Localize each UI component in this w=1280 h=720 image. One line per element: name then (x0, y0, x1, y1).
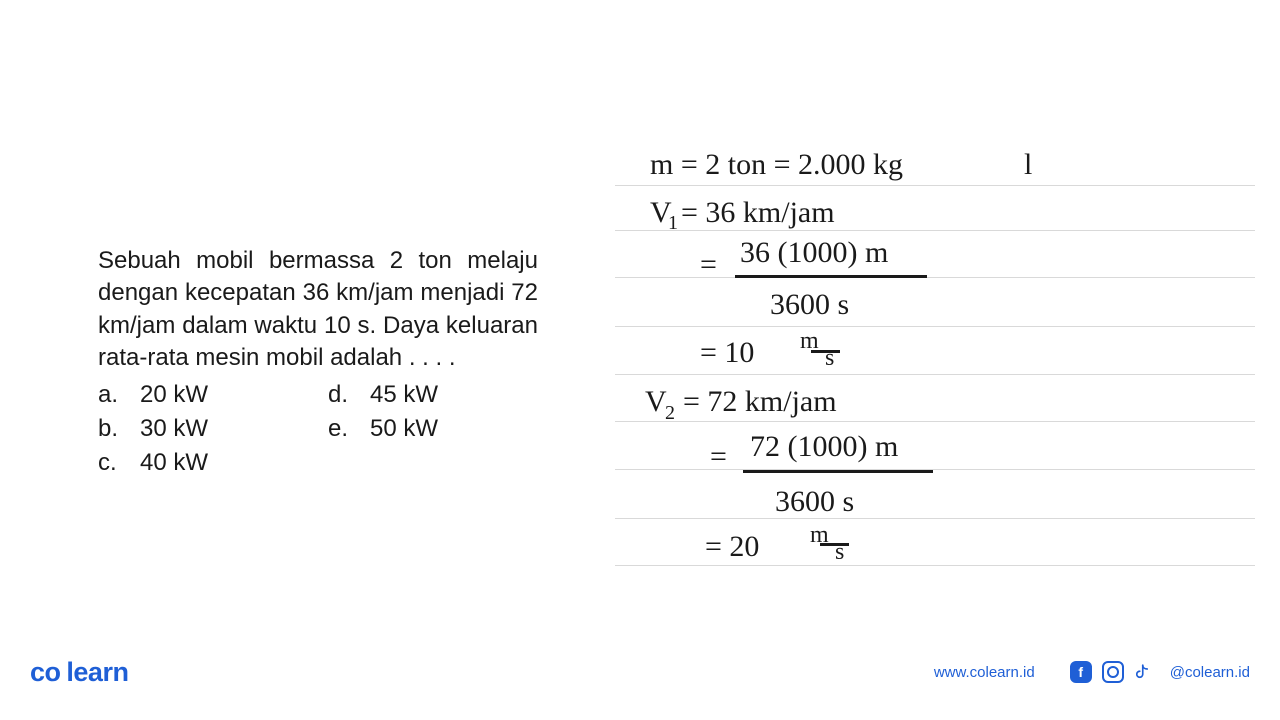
handwriting-text: = 36 km/jam (681, 196, 835, 230)
ruled-line (615, 565, 1255, 566)
instagram-icon (1102, 661, 1124, 683)
handwriting-text: = (710, 440, 727, 474)
ruled-line (615, 185, 1255, 186)
ruled-line (615, 230, 1255, 231)
footer: co learn www.colearn.id f @colearn.id (0, 652, 1280, 692)
question-text: Sebuah mobil bermassa 2 ton melaju denga… (98, 245, 538, 375)
handwriting-text: 3600 s (775, 485, 854, 519)
handwriting-text: = 10 (700, 336, 754, 370)
handwriting-text: = (700, 248, 717, 282)
fraction-line (743, 470, 933, 473)
fraction-line (820, 543, 849, 546)
handwriting-text: = 20 (705, 530, 759, 564)
fraction-line (811, 350, 840, 353)
handwriting-text: V (645, 385, 667, 419)
footer-right: www.colearn.id f @colearn.id (934, 661, 1250, 683)
handwriting-text: 3600 s (770, 288, 849, 322)
handwriting-area: m = 2 ton = 2.000 kg l V 1= 36 km/jam = 36 (1… (615, 130, 1255, 590)
handwriting-text: 1 (668, 212, 678, 235)
handwriting-text: 36 (1000) m (740, 236, 888, 270)
option-e: e.50 kW (328, 413, 538, 445)
options-grid: a.20 kW d.45 kW b.30 kW e.50 kW c.40 kW (98, 379, 538, 480)
footer-url: www.colearn.id (934, 664, 1035, 681)
footer-handle: @colearn.id (1170, 664, 1250, 681)
handwriting-text: 72 (1000) m (750, 430, 898, 464)
ruled-line (615, 326, 1255, 327)
tiktok-icon (1134, 661, 1156, 683)
fraction-line (735, 275, 927, 278)
option-a: a.20 kW (98, 379, 308, 411)
handwriting-text: 2 (665, 402, 675, 425)
option-d: d.45 kW (328, 379, 538, 411)
question-block: Sebuah mobil bermassa 2 ton melaju denga… (98, 245, 538, 480)
ruled-line (615, 421, 1255, 422)
ruled-line (615, 374, 1255, 375)
option-c: c.40 kW (98, 447, 308, 479)
facebook-icon: f (1070, 661, 1092, 683)
handwriting-text: = 72 km/jam (683, 385, 837, 419)
ruled-line (615, 518, 1255, 519)
handwriting-text: l (1024, 148, 1032, 182)
option-b: b.30 kW (98, 413, 308, 445)
handwriting-text: m = 2 ton = 2.000 kg (650, 148, 903, 182)
logo: co learn (30, 657, 128, 688)
